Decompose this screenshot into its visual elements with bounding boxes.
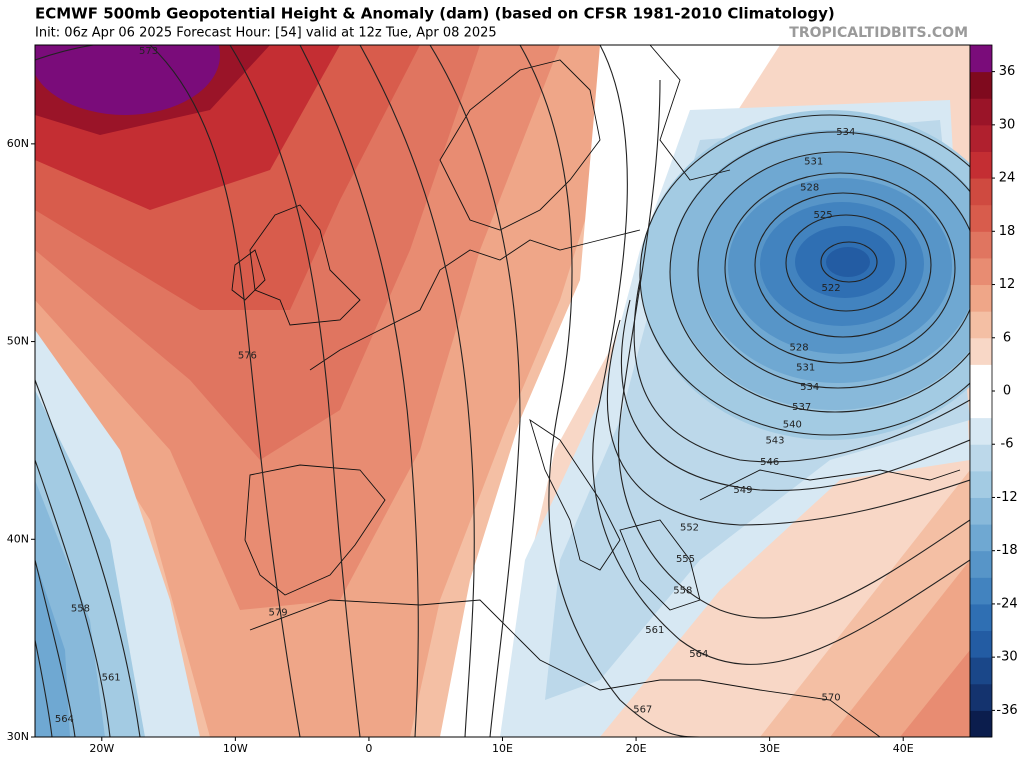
- contour-label: 555: [676, 554, 695, 565]
- colorbar-tick-label: 18: [999, 224, 1016, 239]
- contour-label: 528: [789, 343, 808, 354]
- colorbar-tick-label: 0: [1003, 384, 1011, 399]
- contour-label: 546: [760, 457, 779, 468]
- colorbar-bin: [970, 391, 992, 419]
- colorbar-bin: [970, 470, 992, 498]
- colorbar-tick-label: 6: [1003, 330, 1011, 345]
- colorbar-bin: [970, 98, 992, 126]
- contour-label: 561: [645, 625, 664, 636]
- colorbar-bin: [970, 337, 992, 365]
- lon-tick-label: 40E: [893, 742, 914, 755]
- colorbar-bin: [970, 124, 992, 152]
- colorbar-bin: [970, 603, 992, 632]
- colorbar-tick-label: 30: [999, 117, 1016, 132]
- colorbar: 36 30 24 18 12 6 0 -6 -12 -18 -24 -30 -36: [969, 44, 1018, 738]
- colorbar-tick-label: -30: [996, 650, 1017, 665]
- lon-tick-label: 30E: [759, 742, 780, 755]
- colorbar-bin: [970, 524, 992, 552]
- contour-label: 561: [102, 673, 121, 684]
- colorbar-bin: [970, 364, 992, 392]
- contour-label: 543: [765, 435, 784, 446]
- colorbar-bin: [970, 657, 992, 685]
- credit: TROPICALTIDBITS.COM: [789, 25, 968, 41]
- colorbar-bin: [970, 577, 992, 605]
- colorbar-bin: [970, 284, 992, 312]
- contour-label: 564: [55, 714, 74, 725]
- lat-tick-label: 30N: [7, 730, 29, 743]
- lat-tick-label: 50N: [7, 335, 29, 348]
- colorbar-bin: [970, 204, 992, 232]
- lon-tick-label: 10W: [223, 742, 248, 755]
- colorbar-bin: [970, 178, 992, 206]
- contour-label: 570: [822, 692, 841, 703]
- contour-label: 558: [71, 603, 90, 614]
- colorbar-tick-label: 36: [999, 64, 1016, 79]
- contour-label: 525: [814, 210, 833, 221]
- colorbar-bin: [970, 257, 992, 286]
- colorbar-bin: [970, 45, 992, 73]
- colorbar-bin: [970, 550, 992, 578]
- contour-label: 579: [269, 607, 288, 618]
- contour-label: 534: [800, 382, 819, 393]
- contour-label: 522: [822, 283, 841, 294]
- colorbar-tick-label: -24: [996, 596, 1017, 611]
- lat-tick-label: 40N: [7, 532, 29, 545]
- lon-tick-label: 0: [365, 742, 372, 755]
- contour-label: 558: [673, 586, 692, 597]
- colorbar-bin: [970, 710, 992, 738]
- contour-label: 534: [836, 127, 855, 138]
- lon-tick-label: 20E: [626, 742, 647, 755]
- colorbar-bin: [970, 231, 992, 259]
- colorbar-bin: [970, 151, 992, 179]
- contour-label: 531: [804, 157, 823, 168]
- colorbar-bin: [970, 497, 992, 525]
- contour-label: 564: [689, 649, 708, 660]
- contour-label: 552: [680, 522, 699, 533]
- colorbar-tick-label: -6: [1001, 437, 1014, 452]
- contour-label: 576: [238, 350, 257, 361]
- colorbar-bin: [970, 683, 992, 711]
- lat-tick-label: 60N: [7, 137, 29, 150]
- anomaly-field: [35, 45, 970, 737]
- contour-label: 567: [633, 704, 652, 715]
- colorbar-tick-label: -12: [996, 490, 1017, 505]
- colorbar-tick-label: 24: [999, 171, 1016, 186]
- lon-tick-label: 20W: [89, 742, 114, 755]
- colorbar-tick-label: 12: [999, 277, 1016, 292]
- contour-label: 540: [783, 420, 802, 431]
- contour-label: 537: [792, 402, 811, 413]
- contour-label: 549: [733, 485, 752, 496]
- colorbar-tick-label: -18: [996, 543, 1017, 558]
- subtitle: Init: 06z Apr 06 2025 Forecast Hour: [54…: [35, 26, 497, 41]
- lon-tick-label: 10E: [492, 742, 513, 755]
- colorbar-bin: [970, 311, 992, 339]
- colorbar-bin: [970, 444, 992, 472]
- title: ECMWF 500mb Geopotential Height & Anomal…: [35, 5, 835, 23]
- colorbar-bin: [970, 630, 992, 658]
- contour-label: 573: [139, 46, 158, 57]
- colorbar-bin: [970, 71, 992, 99]
- contour-label: 528: [800, 182, 819, 193]
- colorbar-bin: [970, 417, 992, 445]
- colorbar-tick-label: -36: [996, 703, 1017, 718]
- contour-label: 531: [796, 362, 815, 373]
